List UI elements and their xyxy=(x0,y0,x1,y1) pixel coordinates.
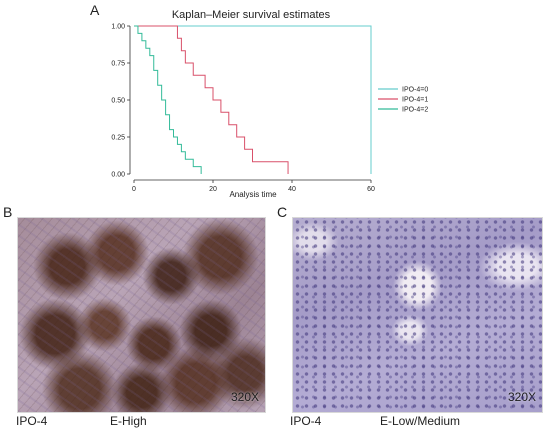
micrograph-c: 320X xyxy=(292,217,543,413)
series-line-3 xyxy=(134,25,202,174)
caption-c-level: E-Low/Medium xyxy=(380,414,461,428)
panel-label-c: C xyxy=(277,204,288,220)
micrograph-b: 320X xyxy=(17,217,266,413)
x-tick-label: 60 xyxy=(367,186,375,193)
x-axis-label: Analysis time xyxy=(229,190,277,199)
y-tick-label: 0.50 xyxy=(111,98,125,105)
y-tick-label: 0.75 xyxy=(111,61,125,68)
legend-label-1: IPO-4=0 xyxy=(402,87,428,94)
panel-label-a: A xyxy=(90,2,100,18)
kaplan-meier-chart: Kaplan–Meier survival estimates 0.00 0.25… xyxy=(111,9,428,199)
magnification-label-b: 320X xyxy=(230,390,259,404)
x-tick-label: 20 xyxy=(209,186,217,193)
x-tick-label: 0 xyxy=(132,186,136,193)
legend-label-3: IPO-4=2 xyxy=(402,107,428,114)
legend-label-2: IPO-4=1 xyxy=(402,97,428,104)
caption-b-level: E-High xyxy=(110,414,147,428)
x-tick-label: 40 xyxy=(288,186,296,193)
panel-label-b: B xyxy=(3,204,13,220)
series-line-2 xyxy=(134,25,289,174)
series-line-1 xyxy=(134,25,372,174)
chart-axes: 0.00 0.25 0.50 0.75 1.00 0 20 40 60 xyxy=(111,24,375,194)
chart-legend: IPO-4=0 IPO-4=1 IPO-4=2 xyxy=(378,87,428,114)
chart-series-layer xyxy=(134,25,372,174)
y-tick-label: 1.00 xyxy=(111,24,125,31)
y-tick-label: 0.00 xyxy=(111,172,125,179)
magnification-label-c: 320X xyxy=(507,390,536,404)
caption-b-marker: IPO-4 xyxy=(16,414,48,428)
chart-title: Kaplan–Meier survival estimates xyxy=(172,9,331,21)
caption-c-marker: IPO-4 xyxy=(290,414,322,428)
y-tick-label: 0.25 xyxy=(111,135,125,142)
